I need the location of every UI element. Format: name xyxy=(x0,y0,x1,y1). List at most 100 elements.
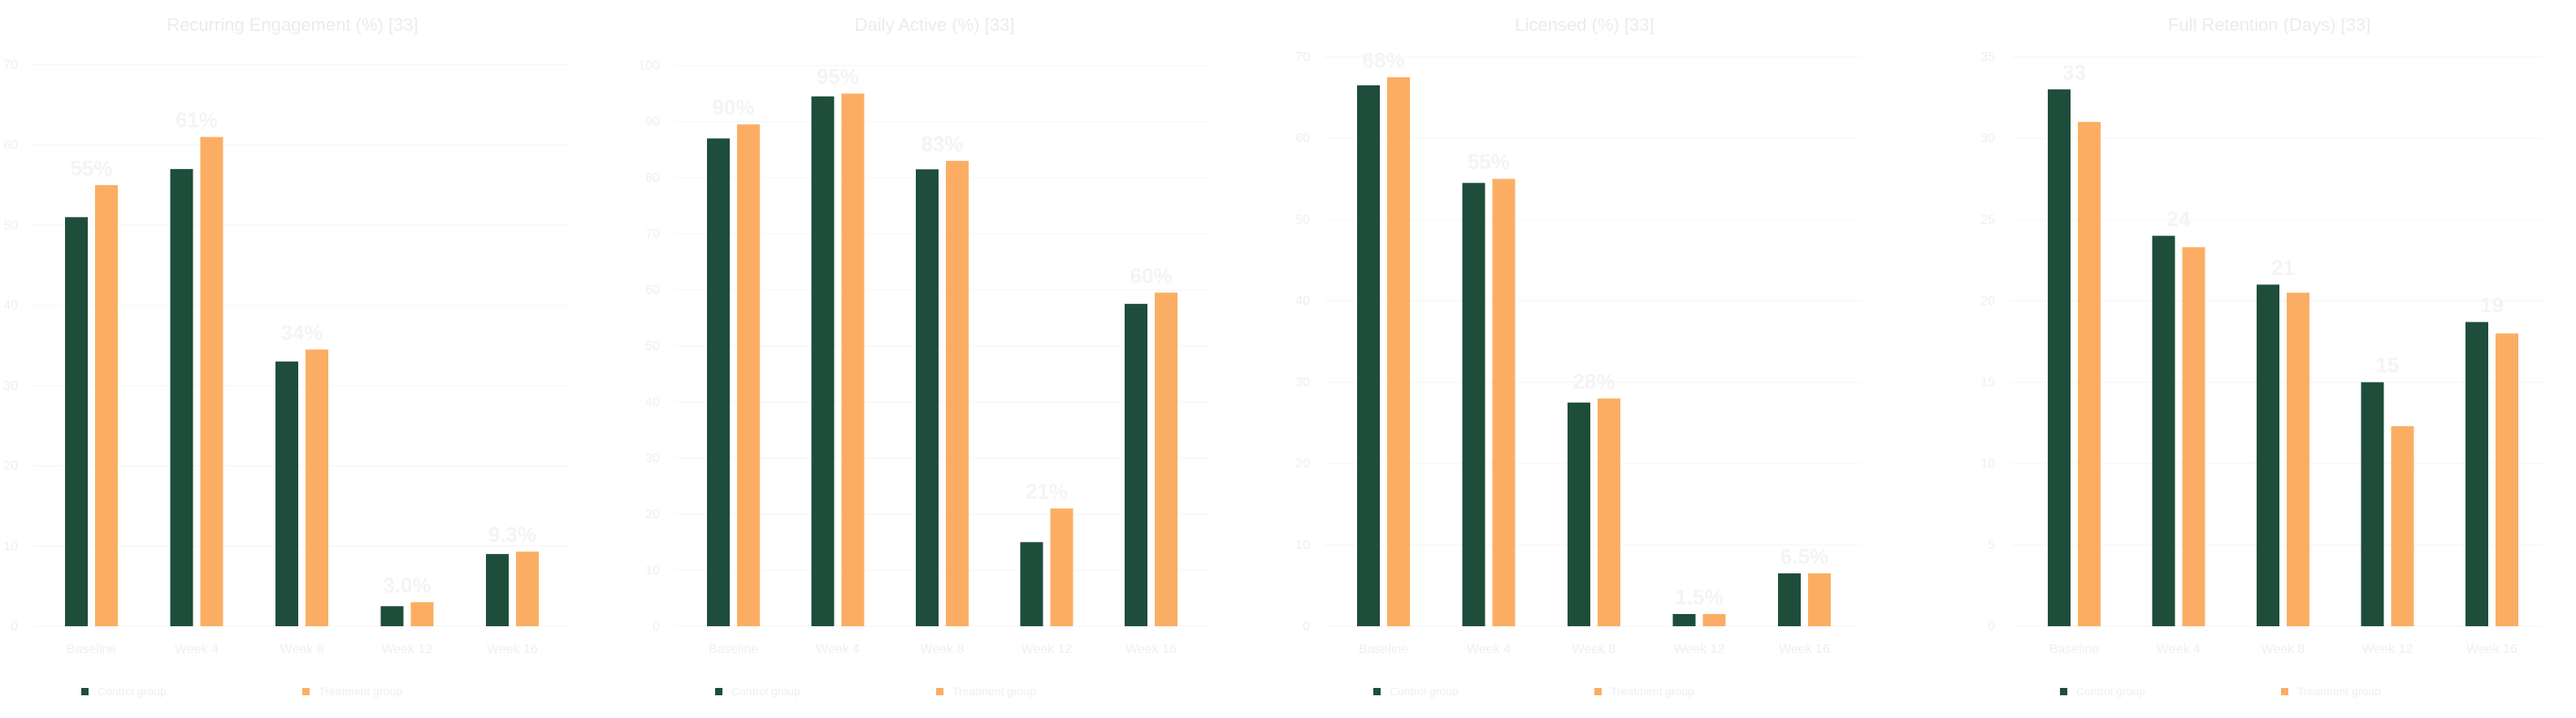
bar-control xyxy=(486,554,509,626)
legend-swatch xyxy=(1594,688,1602,695)
y-tick-label: 70 xyxy=(3,58,18,72)
bar-control xyxy=(2048,89,2071,626)
y-tick-label: 10 xyxy=(1295,538,1310,552)
bar-treatment xyxy=(2287,292,2309,626)
bar-control xyxy=(1125,304,1147,626)
x-tick-label: Week 16 xyxy=(1125,642,1177,656)
y-tick-label: 50 xyxy=(3,218,18,232)
y-tick-label: 10 xyxy=(1980,457,1995,471)
y-tick-label: 70 xyxy=(1295,50,1310,64)
x-tick-label: Week 4 xyxy=(175,642,219,656)
y-tick-label: 0 xyxy=(11,620,18,634)
y-tick-label: 90 xyxy=(645,115,660,129)
data-label: 83% xyxy=(921,132,963,156)
y-tick-label: 20 xyxy=(1295,457,1310,471)
y-tick-label: 50 xyxy=(645,340,660,353)
bar-control xyxy=(707,138,730,627)
legend-label: Treatment group xyxy=(2297,685,2381,698)
y-tick-label: 50 xyxy=(1295,213,1310,227)
y-tick-label: 20 xyxy=(1980,294,1995,308)
y-tick-label: 60 xyxy=(1295,132,1310,145)
y-tick-label: 0 xyxy=(1988,620,1995,634)
bar-control xyxy=(811,96,835,627)
legend-label: Treatment group xyxy=(952,685,1036,698)
data-label: 21 xyxy=(2271,255,2295,279)
legend-swatch xyxy=(715,688,722,695)
data-label: 60% xyxy=(1130,263,1172,288)
bar-treatment xyxy=(1492,179,1516,627)
legend-swatch xyxy=(1373,688,1381,695)
y-tick-label: 10 xyxy=(3,539,18,553)
x-tick-label: Week 12 xyxy=(382,642,433,656)
data-label: 19 xyxy=(2480,292,2504,317)
y-tick-label: 80 xyxy=(645,171,660,185)
y-tick-label: 40 xyxy=(3,299,18,313)
legend-swatch xyxy=(2281,688,2288,695)
y-tick-label: 5 xyxy=(1988,538,1995,552)
x-tick-label: Week 12 xyxy=(1674,642,1725,656)
x-tick-label: Week 16 xyxy=(2466,642,2517,656)
y-tick-label: 35 xyxy=(1980,50,1995,64)
legend-label: Control group xyxy=(2076,685,2145,698)
x-tick-label: Week 8 xyxy=(2262,642,2305,656)
y-tick-label: 20 xyxy=(3,460,18,474)
data-label: 6.5% xyxy=(1780,544,1828,569)
bar-control xyxy=(1568,402,1590,626)
y-tick-label: 30 xyxy=(1980,132,1995,145)
x-tick-label: Week 8 xyxy=(1572,642,1616,656)
x-tick-label: Baseline xyxy=(67,642,116,656)
legend-label: Treatment group xyxy=(1611,685,1694,698)
y-tick-label: 60 xyxy=(645,283,660,297)
bar-treatment xyxy=(1808,573,1831,626)
bar-treatment xyxy=(1702,613,1726,626)
y-tick-label: 15 xyxy=(1980,376,1995,390)
bar-treatment xyxy=(2078,122,2101,626)
data-label: 55% xyxy=(70,156,112,180)
y-tick-label: 25 xyxy=(1980,213,1995,227)
bar-control xyxy=(1357,85,1380,627)
bar-control xyxy=(2257,284,2279,626)
data-label: 95% xyxy=(817,64,859,89)
y-tick-label: 40 xyxy=(1295,294,1310,308)
bar-control xyxy=(275,361,298,626)
data-label: 1.5% xyxy=(1675,585,1723,609)
data-label: 90% xyxy=(712,95,754,119)
x-tick-label: Week 8 xyxy=(280,642,324,656)
y-tick-label: 20 xyxy=(645,508,660,521)
legend-swatch xyxy=(2060,688,2067,695)
y-tick-label: 0 xyxy=(1303,620,1310,634)
data-label: 21% xyxy=(1026,479,1068,504)
bar-treatment xyxy=(2182,247,2205,626)
y-tick-label: 60 xyxy=(3,139,18,153)
y-tick-label: 30 xyxy=(1295,376,1310,390)
x-tick-label: Week 4 xyxy=(2157,642,2201,656)
legend-swatch xyxy=(936,688,943,695)
bar-control xyxy=(65,217,88,626)
bar-treatment xyxy=(2391,426,2414,626)
data-label: 61% xyxy=(176,108,218,132)
data-label: 68% xyxy=(1362,48,1404,72)
y-tick-label: 0 xyxy=(653,620,660,634)
bar-treatment xyxy=(410,602,434,626)
y-tick-label: 10 xyxy=(645,564,660,577)
bar-treatment xyxy=(1155,292,1177,626)
data-label: 55% xyxy=(1468,149,1510,174)
legend-swatch xyxy=(81,688,89,695)
data-label: 34% xyxy=(280,320,323,344)
bar-treatment xyxy=(1598,398,1620,626)
bar-control xyxy=(2465,322,2488,626)
data-label: 24 xyxy=(2167,206,2191,231)
bar-control xyxy=(1020,542,1043,626)
bar-treatment xyxy=(306,349,328,626)
data-label: 28% xyxy=(1572,370,1615,394)
data-label: 3.0% xyxy=(383,573,431,597)
bar-treatment xyxy=(737,124,760,626)
y-tick-label: 100 xyxy=(638,59,660,73)
bar-treatment xyxy=(516,551,539,626)
x-tick-label: Week 16 xyxy=(1779,642,1830,656)
x-tick-label: Baseline xyxy=(1359,642,1408,656)
x-tick-label: Baseline xyxy=(709,642,758,656)
legend-swatch xyxy=(302,688,310,695)
x-tick-label: Baseline xyxy=(2049,642,2099,656)
